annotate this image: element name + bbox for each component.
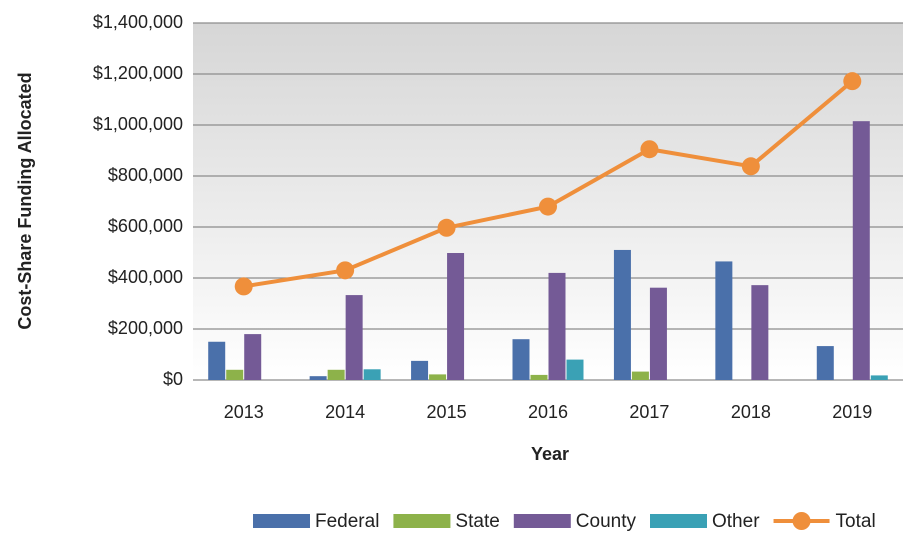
y-tick-label: $800,000 — [108, 165, 183, 185]
legend-marker — [792, 512, 811, 530]
bar — [411, 360, 429, 380]
y-axis-title: Cost-Share Funding Allocated — [15, 72, 35, 329]
line-marker — [234, 277, 253, 296]
bar — [345, 295, 363, 380]
bar — [613, 249, 631, 380]
bar — [208, 341, 226, 380]
x-tick-label: 2016 — [528, 402, 568, 422]
line-marker — [437, 218, 456, 237]
y-tick-label: $1,000,000 — [93, 114, 183, 134]
bar — [429, 374, 447, 380]
bar — [226, 369, 244, 380]
y-tick-label: $1,200,000 — [93, 63, 183, 83]
x-tick-label: 2019 — [832, 402, 872, 422]
x-tick-label: 2013 — [224, 402, 264, 422]
line-marker — [843, 72, 862, 91]
y-tick-label: $400,000 — [108, 267, 183, 287]
bar — [447, 253, 465, 380]
x-tick-label: 2017 — [629, 402, 669, 422]
y-tick-label: $0 — [163, 369, 183, 389]
legend-label: Other — [712, 511, 760, 532]
line-marker — [336, 261, 355, 280]
bar — [852, 121, 870, 381]
legend-swatch — [253, 514, 310, 528]
bar — [512, 339, 530, 380]
legend-label: County — [576, 511, 637, 532]
bar — [631, 371, 649, 380]
legend-label: Total — [836, 511, 876, 532]
bar — [327, 369, 345, 380]
bar — [244, 334, 262, 380]
legend-label: State — [455, 511, 499, 532]
line-marker — [640, 140, 659, 159]
x-tick-label: 2018 — [731, 402, 771, 422]
bar — [715, 261, 733, 380]
x-tick-label: 2014 — [325, 402, 365, 422]
bar — [309, 376, 327, 380]
legend-label: Federal — [315, 511, 379, 532]
x-axis-title: Year — [531, 444, 569, 464]
bar — [363, 369, 381, 380]
y-tick-label: $1,400,000 — [93, 12, 183, 32]
bar — [548, 272, 566, 380]
line-marker — [539, 197, 557, 216]
bar — [530, 374, 548, 380]
y-tick-label: $600,000 — [108, 216, 183, 236]
legend-swatch — [393, 514, 451, 528]
legend-swatch — [513, 514, 571, 528]
bar — [649, 287, 667, 380]
x-tick-label: 2015 — [427, 402, 467, 422]
bar — [751, 285, 769, 380]
y-tick-label: $200,000 — [108, 318, 183, 338]
bar — [870, 375, 888, 380]
legend-swatch — [650, 514, 707, 528]
bar — [816, 346, 834, 380]
bar — [566, 359, 584, 380]
line-marker — [741, 157, 760, 176]
